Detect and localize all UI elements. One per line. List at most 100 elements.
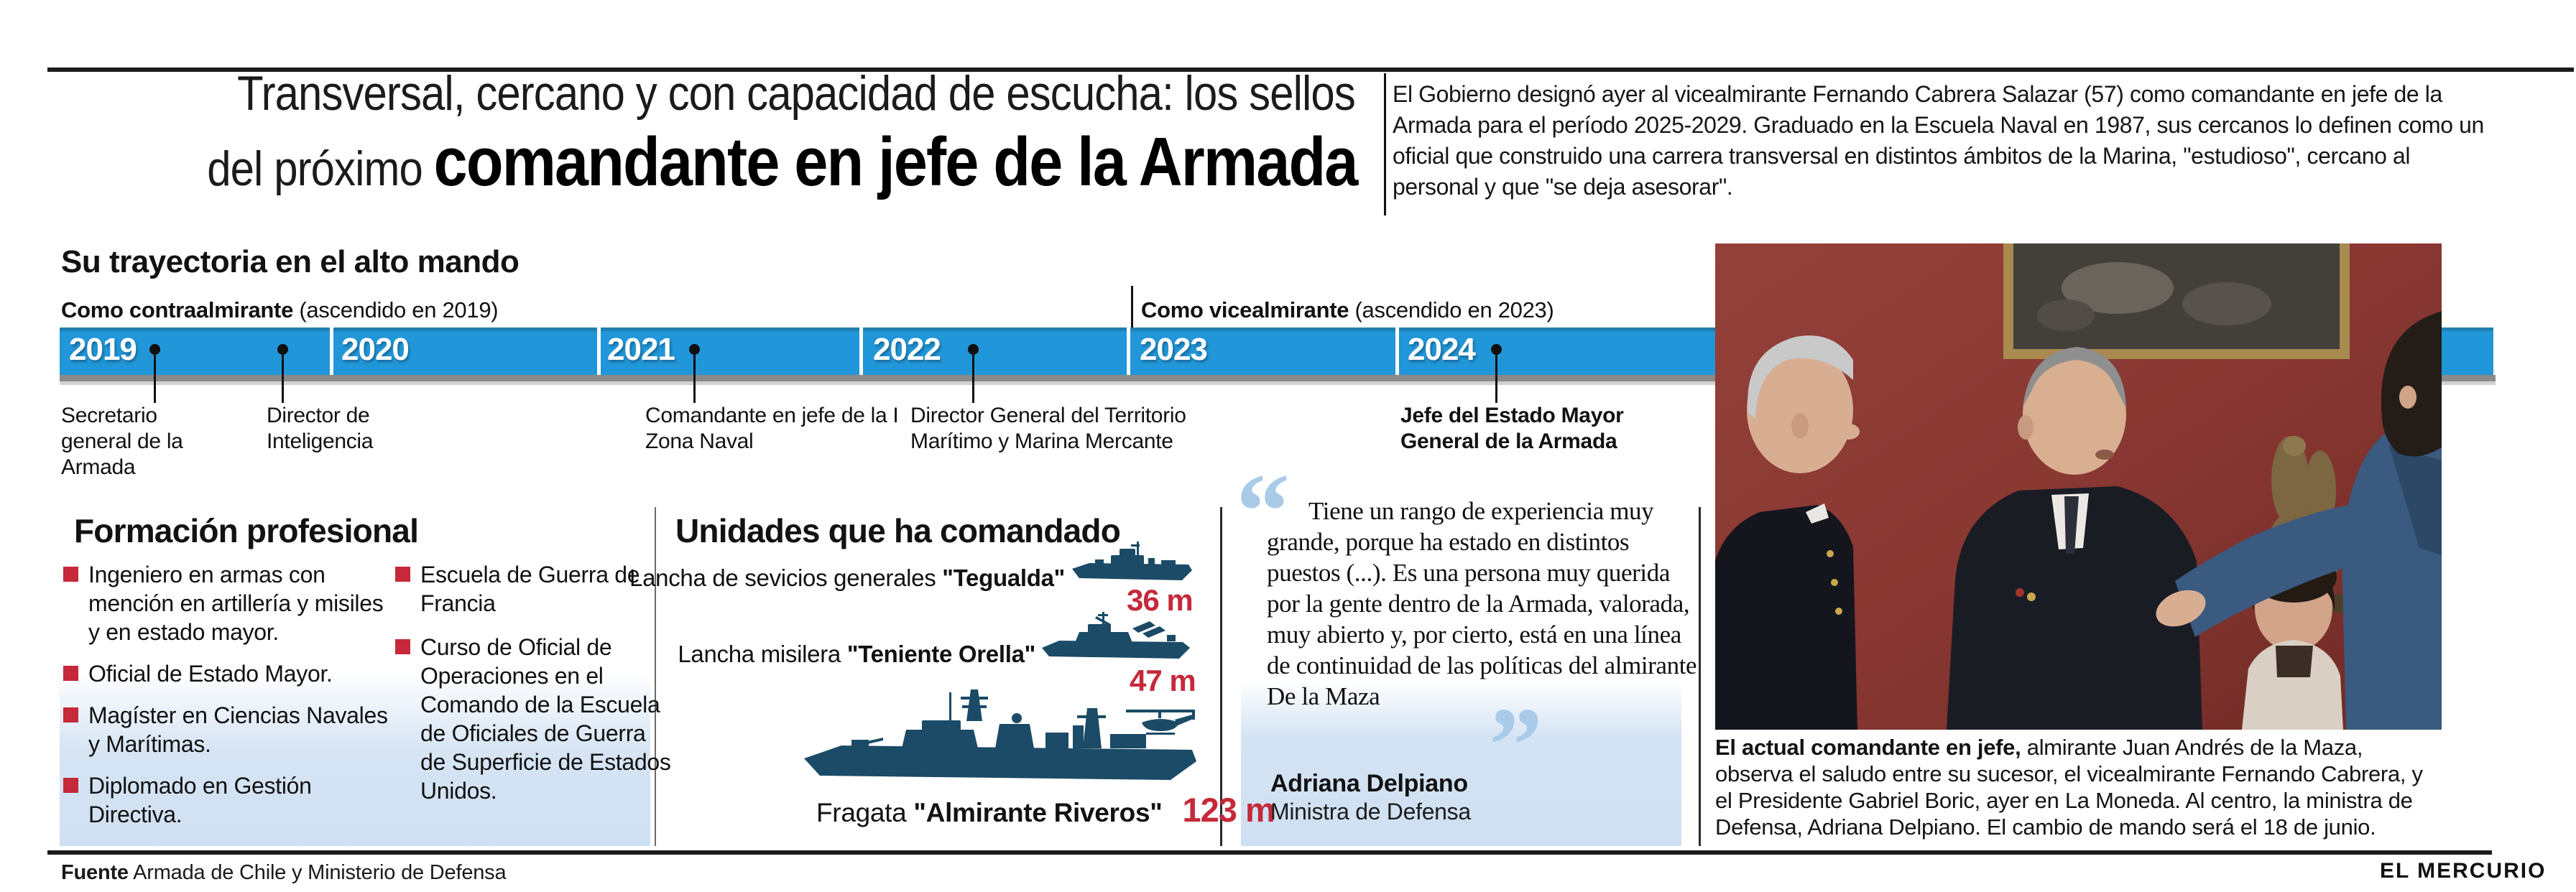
year-label: 2022 bbox=[873, 332, 941, 367]
ship-name: "Tegualda" bbox=[942, 565, 1065, 591]
bullet-square-icon bbox=[63, 778, 78, 793]
photo-president bbox=[2156, 311, 2442, 730]
bullet-square-icon bbox=[63, 567, 78, 582]
year-label: 2023 bbox=[1140, 332, 1208, 367]
timeline-event: Jefe del Estado Mayor General de la Arma… bbox=[1400, 404, 1624, 453]
era-vicealmirante: Como vicealmirante (ascendido en 2023) bbox=[1141, 297, 1554, 323]
list-item: Ingeniero en armas con mención en artill… bbox=[63, 560, 394, 646]
era-right-tick bbox=[1131, 286, 1133, 327]
ship-type: Fragata bbox=[816, 798, 914, 827]
era-left-note: (ascendido en 2019) bbox=[293, 297, 499, 322]
year-separator bbox=[597, 327, 601, 375]
bullet-square-icon bbox=[395, 639, 410, 654]
year-label: 2024 bbox=[1408, 332, 1476, 367]
timeline-dot bbox=[689, 344, 700, 355]
headline-divider bbox=[1384, 73, 1386, 215]
headline: Transversal, cercano y con capacidad de … bbox=[50, 66, 1359, 200]
intro-paragraph: El Gobierno designó ayer al vicealmirant… bbox=[1393, 81, 2484, 200]
year-separator bbox=[1127, 327, 1130, 375]
ship-name: "Almirante Riveros" bbox=[913, 798, 1163, 827]
section-divider bbox=[655, 507, 656, 846]
ship-silhouette-tegualda-icon bbox=[1072, 542, 1192, 580]
photo-admiral-left bbox=[1715, 335, 1860, 730]
ship-label-tegualda: Lancha de sevicios generales "Tegualda" bbox=[629, 565, 1065, 592]
list-item: Curso de Oficial de Operaciones en el Co… bbox=[395, 633, 675, 805]
source-line: Fuente Armada de Chile y Ministerio de D… bbox=[61, 861, 507, 885]
year-separator bbox=[859, 327, 863, 375]
timeline-dropline bbox=[154, 350, 156, 403]
caption-lead: El actual comandante en jefe, bbox=[1715, 735, 2021, 760]
ship-size-riveros: 123 m bbox=[1182, 791, 1275, 829]
headline-line2-bold: comandante en jefe de la Armada bbox=[433, 124, 1359, 200]
year-label: 2020 bbox=[341, 332, 410, 367]
year-separator bbox=[330, 327, 333, 375]
ship-label-riveros: Fragata "Almirante Riveros" bbox=[816, 798, 1163, 828]
ship-type: Lancha de sevicios generales bbox=[629, 565, 943, 591]
list-item-text: Magíster en Ciencias Navales y Marítimas… bbox=[88, 702, 388, 757]
timeline-dropline bbox=[1495, 350, 1497, 403]
ship-silhouette-riveros-icon bbox=[804, 689, 1196, 780]
quote-panel bbox=[1241, 681, 1681, 846]
headline-line2-light: del próximo bbox=[207, 141, 434, 196]
year-label: 2021 bbox=[607, 332, 675, 367]
list-item-text: Escuela de Guerra de Francia bbox=[420, 562, 640, 616]
section-divider bbox=[1699, 507, 1701, 846]
brand-name: EL MERCURIO bbox=[2380, 859, 2547, 883]
timeline-bar-shadow bbox=[60, 375, 2496, 381]
list-item: Escuela de Guerra de Francia bbox=[395, 560, 675, 618]
era-contraalmirante: Como contraalmirante (ascendido en 2019) bbox=[61, 297, 499, 323]
timeline-dropline bbox=[693, 350, 696, 403]
source-text: Armada de Chile y Ministerio de Defensa bbox=[128, 861, 507, 884]
ship-name: "Teniente Orella" bbox=[846, 641, 1035, 667]
section-divider bbox=[1220, 507, 1222, 846]
ship-silhouette-orella-icon bbox=[1042, 612, 1190, 659]
list-item: Magíster en Ciencias Navales y Marítimas… bbox=[63, 701, 394, 758]
bullet-square-icon bbox=[63, 666, 78, 681]
ship-row-riveros: Fragata "Almirante Riveros" 123 m bbox=[816, 790, 1275, 830]
era-right-note: (ascendido en 2023) bbox=[1349, 297, 1554, 322]
ship-size-orella: 47 m bbox=[1130, 664, 1196, 697]
list-item-text: Oficial de Estado Mayor. bbox=[88, 661, 333, 687]
year-label: 2019 bbox=[69, 332, 137, 367]
photo-admiral-center bbox=[1947, 347, 2202, 730]
timeline-event: Director de Inteligencia bbox=[267, 404, 374, 453]
era-left-bold: Como contraalmirante bbox=[61, 297, 294, 322]
year-separator bbox=[1395, 327, 1399, 375]
ship-type: Lancha misilera bbox=[678, 641, 847, 667]
timeline-dot bbox=[149, 344, 160, 355]
top-rule bbox=[47, 68, 2574, 72]
bullet-square-icon bbox=[63, 707, 78, 723]
ship-size-tegualda: 36 m bbox=[1127, 583, 1194, 617]
ceremony-photo-art bbox=[1715, 243, 2442, 730]
formacion-title: Formación profesional bbox=[74, 512, 419, 549]
formacion-column-2: Escuela de Guerra de Francia Curso de Of… bbox=[395, 560, 675, 805]
bullet-square-icon bbox=[395, 567, 410, 582]
close-quote-icon: ” bbox=[1489, 686, 1543, 805]
timeline-dot bbox=[277, 344, 288, 355]
source-label: Fuente bbox=[61, 861, 129, 884]
unidades-title: Unidades que ha comandado bbox=[675, 512, 1121, 549]
formacion-column-1: Ingeniero en armas con mención en artill… bbox=[63, 560, 394, 829]
list-item: Oficial de Estado Mayor. bbox=[63, 659, 394, 688]
timeline-event: Comandante en jefe de la I Zona Naval bbox=[645, 404, 899, 453]
ship-label-orella: Lancha misilera "Teniente Orella" bbox=[678, 641, 1035, 668]
timeline-event: Secretario general de la Armada bbox=[61, 404, 183, 479]
headline-line1: Transversal, cercano y con capacidad de … bbox=[237, 66, 1356, 121]
formacion-panel bbox=[60, 672, 650, 846]
list-item-text: Curso de Oficial de Operaciones en el Co… bbox=[420, 634, 671, 804]
photo-painting bbox=[2003, 243, 2350, 359]
quote-author-role: Ministra de Defensa bbox=[1270, 799, 1471, 824]
photo-caption: El actual comandante en jefe, almirante … bbox=[1715, 734, 2445, 840]
quote-text: Tiene un rango de experiencia muy grande… bbox=[1267, 497, 1697, 710]
list-item-text: Ingeniero en armas con mención en artill… bbox=[88, 562, 384, 645]
timeline-event: Director General del Territorio Marítimo… bbox=[910, 404, 1186, 453]
list-item-text: Diplomado en Gestión Directiva. bbox=[88, 773, 312, 827]
quote-author: Adriana Delpiano bbox=[1270, 770, 1468, 797]
list-item: Diplomado en Gestión Directiva. bbox=[63, 771, 394, 829]
timeline-dot bbox=[1491, 344, 1502, 355]
bottom-rule bbox=[47, 850, 2492, 855]
caption-rest: almirante Juan Andrés de la Maza, observ… bbox=[1715, 735, 2423, 840]
timeline-dropline bbox=[972, 350, 974, 403]
era-right-bold: Como vicealmirante bbox=[1141, 297, 1349, 322]
